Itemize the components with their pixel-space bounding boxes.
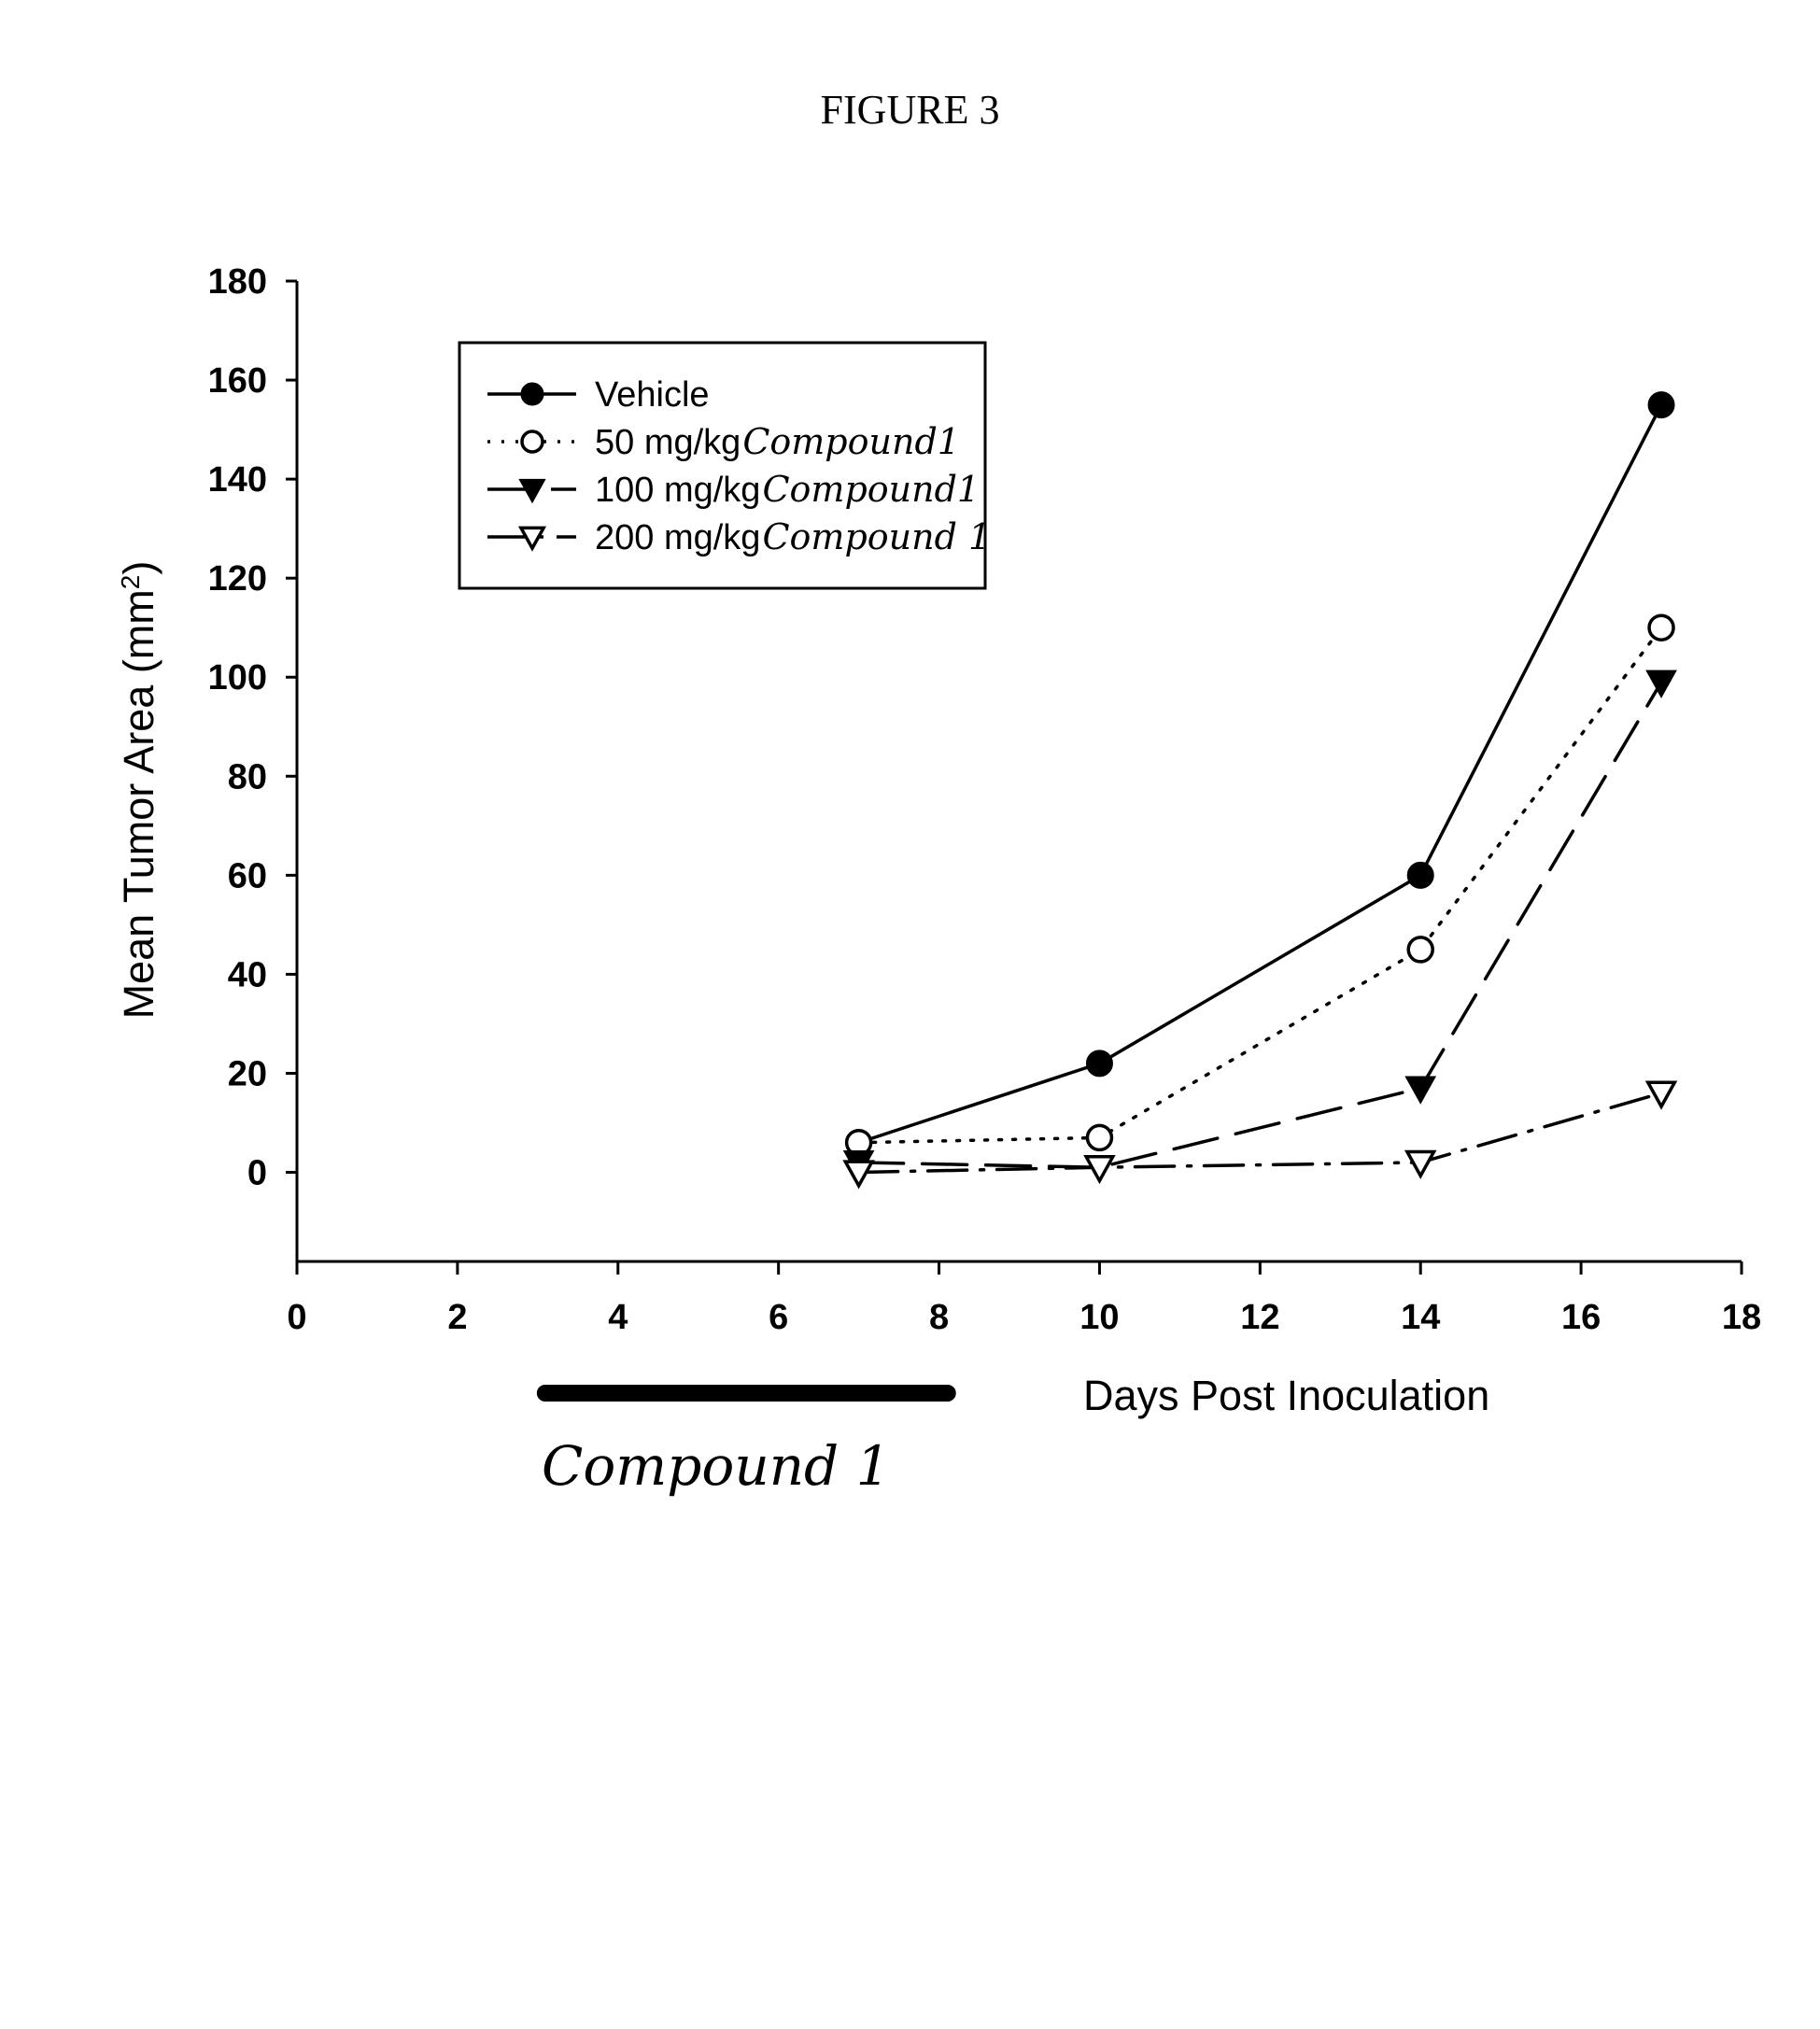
- data-point: [1083, 1155, 1116, 1185]
- legend-handwritten-note: Compound1: [762, 469, 980, 510]
- legend-marker: [520, 382, 544, 406]
- series-line: [856, 680, 1663, 1169]
- dosing-period-label: Compound 1: [542, 1434, 891, 1498]
- series-2: [842, 669, 1677, 1184]
- data-point: [1085, 1050, 1113, 1078]
- axes: 0 20 40 60 80 100 120 140 160 180 0 2 4 6 8 10 12 14 16 18 M…: [115, 262, 1761, 1419]
- series-line: [856, 1091, 1663, 1175]
- x-tick-label: 16: [1561, 1298, 1601, 1337]
- data-point: [1404, 1149, 1437, 1179]
- legend-label: 100 mg/kg: [595, 471, 760, 510]
- x-tick-label: 18: [1722, 1298, 1761, 1337]
- legend-handwritten-note: Compound1: [742, 421, 960, 462]
- y-tick-label: 60: [228, 856, 267, 895]
- y-tick-label: 120: [208, 559, 267, 599]
- x-tick-label: 4: [608, 1298, 628, 1337]
- x-tick-label: 2: [447, 1298, 467, 1337]
- x-tick-label: 8: [929, 1298, 949, 1337]
- data-point: [1404, 1076, 1437, 1105]
- data-point: [1647, 613, 1675, 641]
- x-tick-label: 10: [1079, 1298, 1119, 1337]
- x-axis-label: Days Post Inoculation: [1083, 1372, 1489, 1419]
- x-tick-label: 12: [1240, 1298, 1279, 1337]
- y-tick-label: 40: [228, 955, 267, 994]
- x-tick-label: 14: [1401, 1298, 1440, 1337]
- data-point: [842, 1160, 875, 1190]
- y-tick-label: 180: [208, 262, 267, 302]
- legend-marker: [517, 526, 547, 552]
- data-point: [1085, 1123, 1114, 1152]
- legend-label: 200 mg/kg: [595, 518, 760, 557]
- legend-marker: [520, 430, 544, 454]
- y-axis-label: Mean Tumor Area (mm2): [115, 561, 162, 1020]
- y-tick-label: 80: [228, 757, 267, 796]
- legend-handwritten-note: Compound 1: [762, 516, 991, 557]
- legend-marker: [518, 478, 546, 504]
- series-line: [856, 626, 1663, 1145]
- series-1: [844, 613, 1675, 1157]
- series-line: [856, 402, 1663, 1145]
- series-3: [842, 1080, 1678, 1190]
- annotations: Compound 1: [536, 1385, 956, 1498]
- legend-label: Vehicle: [595, 375, 710, 415]
- y-tick-label: 20: [228, 1054, 267, 1093]
- data-point: [1644, 1080, 1678, 1110]
- data-point: [1406, 861, 1434, 889]
- legend-box: [458, 341, 987, 590]
- x-tick-label: 0: [287, 1298, 306, 1337]
- y-tick-label: 100: [208, 658, 267, 697]
- data-point: [1645, 669, 1677, 698]
- series-layer: [842, 391, 1678, 1190]
- data-point: [1406, 936, 1434, 964]
- legend-label: 50 mg/kg: [595, 423, 741, 462]
- y-tick-label: 160: [208, 361, 267, 401]
- y-tick-label: 0: [247, 1154, 267, 1193]
- figure-title: FIGURE 3: [820, 87, 1000, 133]
- x-tick-label: 6: [769, 1298, 788, 1337]
- y-tick-label: 140: [208, 460, 267, 500]
- data-point: [1647, 391, 1675, 419]
